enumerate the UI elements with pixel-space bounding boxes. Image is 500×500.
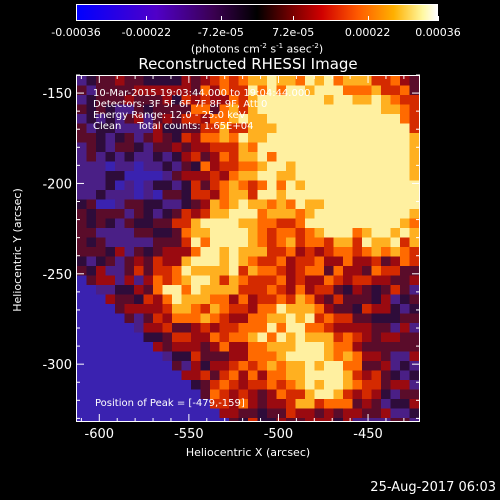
- colorbar-tick: [368, 16, 369, 21]
- y-tick-label: -250: [42, 268, 72, 283]
- colorbar-tick-label: 0.00022: [344, 26, 391, 39]
- colorbar-tick-label: -7.2e-05: [197, 26, 244, 39]
- colorbar-ticks: -0.00036 -0.00022 -7.2e-05 7.2e-05 0.00022 0.…: [0, 0, 500, 39]
- colorbar-tick: [76, 16, 77, 21]
- heatmap-cells: [77, 76, 419, 421]
- energy-range-text: Energy Range: 12.0 - 25.0 keV: [93, 110, 246, 121]
- detectors-text: Detectors: 3F 5F 6F 7F 8F 9F, Att 0: [93, 99, 268, 110]
- colorbar-tick: [438, 16, 439, 21]
- peak-position-text: Position of Peak = [-479,-159]: [95, 398, 245, 409]
- x-tick-label: -550: [174, 427, 204, 442]
- colorbar-tick-label: 0.00036: [415, 26, 461, 39]
- y-tick-label: -150: [42, 87, 72, 102]
- colorbar-tick-label: -0.00036: [51, 26, 101, 39]
- x-tick-label: -450: [353, 427, 383, 442]
- y-tick-label: -200: [42, 177, 72, 192]
- colorbar-tick-label: -0.00022: [121, 26, 172, 39]
- colorbar-tick: [293, 16, 294, 21]
- heatmap-image: [77, 76, 419, 421]
- colorbar-tick: [221, 16, 222, 21]
- colorbar: [76, 4, 438, 21]
- obs-time-text: 10-Mar-2015 19:03:44.000 to 19:04:44.000: [93, 88, 311, 99]
- y-tick-label: -300: [42, 358, 72, 373]
- chart-title: Reconstructed RHESSI Image: [138, 55, 358, 73]
- x-axis-label: Heliocentric X (arcsec): [185, 446, 311, 459]
- colorbar-unit-label: (photons cm-2 s-1 asec-2): [190, 42, 324, 56]
- y-axis-label: Heliocentric Y (arcsec): [11, 188, 24, 312]
- heatmap-plot-area: 10-Mar-2015 19:03:44.000 to 19:04:44.000…: [76, 75, 420, 422]
- x-tick-label: -600: [85, 427, 115, 442]
- colorbar-tick: [146, 16, 147, 21]
- colorbar-tick-label: 7.2e-05: [272, 26, 315, 39]
- clean-counts-text: Clean Total counts: 1.65E+04: [93, 121, 254, 132]
- x-tick-label: -500: [264, 427, 294, 442]
- footer-date: 25-Aug-2017 06:03: [370, 480, 496, 495]
